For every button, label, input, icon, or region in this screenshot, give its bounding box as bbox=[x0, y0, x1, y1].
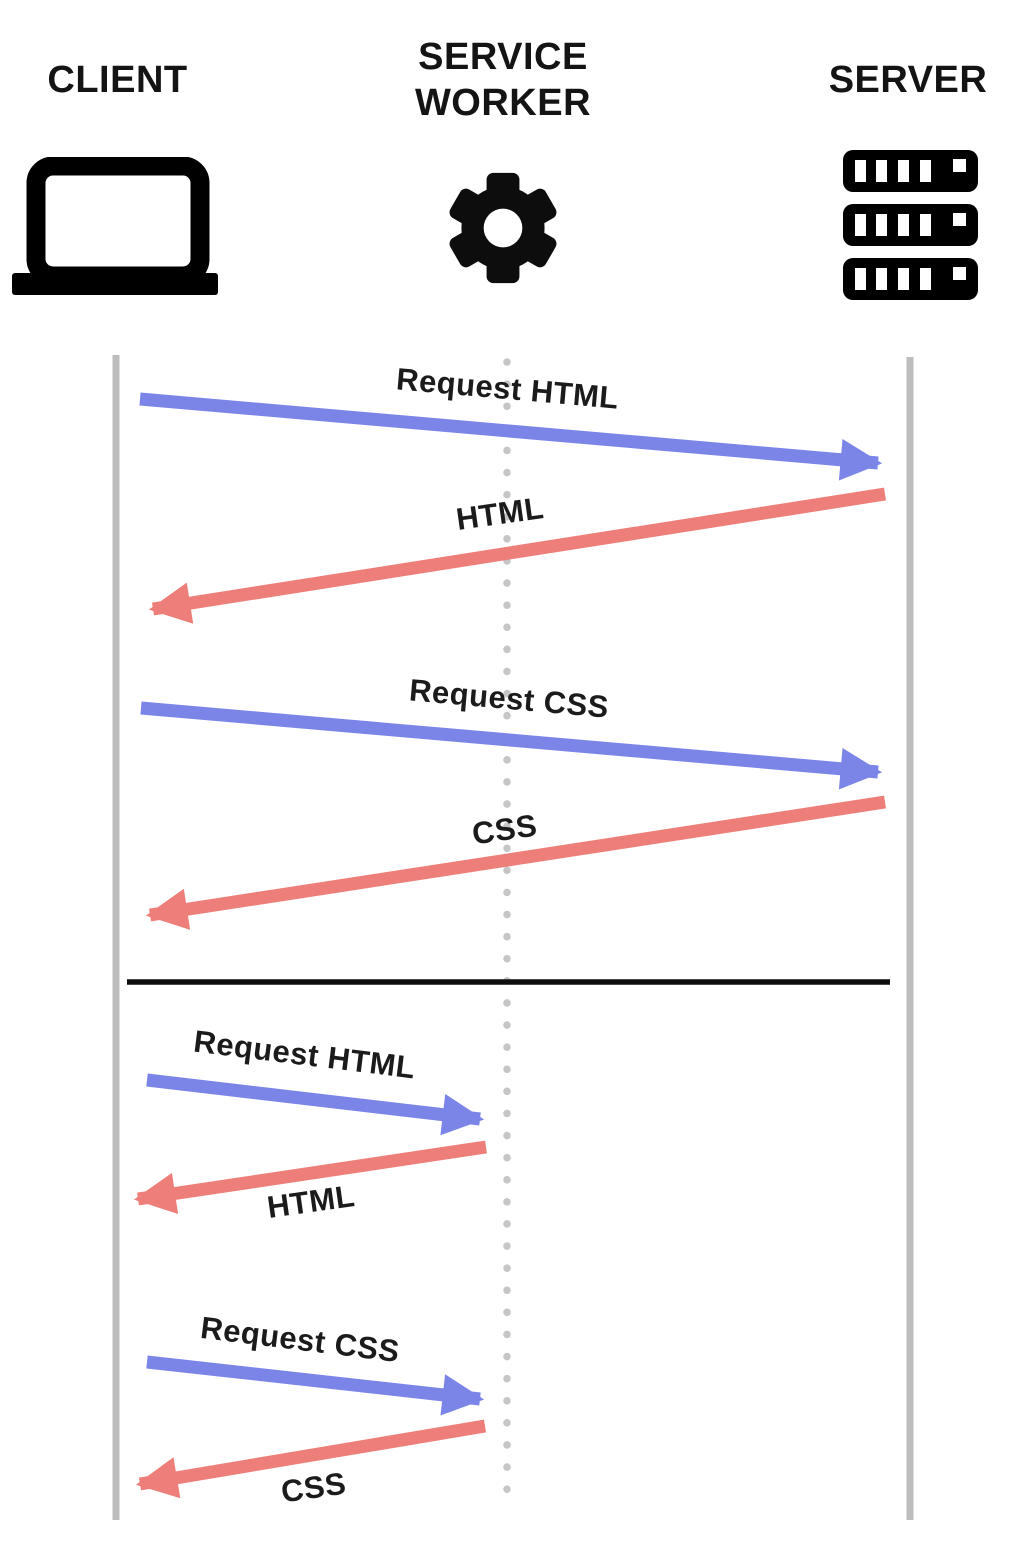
server-icon bbox=[843, 150, 978, 300]
arrow-request-css-to-sw bbox=[146, 1355, 485, 1416]
arrow-request-css-to-server bbox=[140, 701, 883, 790]
actor-label-server: SERVER bbox=[828, 59, 988, 101]
arrow-html-to-client bbox=[148, 487, 887, 624]
laptop-icon bbox=[12, 157, 218, 295]
actor-label-client: CLIENT bbox=[47, 59, 188, 101]
actor-label-service-worker: SERVICE WORKER bbox=[414, 36, 592, 125]
arrow-css-from-sw bbox=[135, 1419, 487, 1499]
gear-icon bbox=[449, 172, 557, 284]
arrow-request-html-to-sw bbox=[146, 1073, 485, 1136]
arrow-html-from-sw bbox=[133, 1140, 487, 1215]
arrow-css-to-client bbox=[145, 795, 886, 930]
arrow-request-html-to-server bbox=[139, 392, 883, 481]
